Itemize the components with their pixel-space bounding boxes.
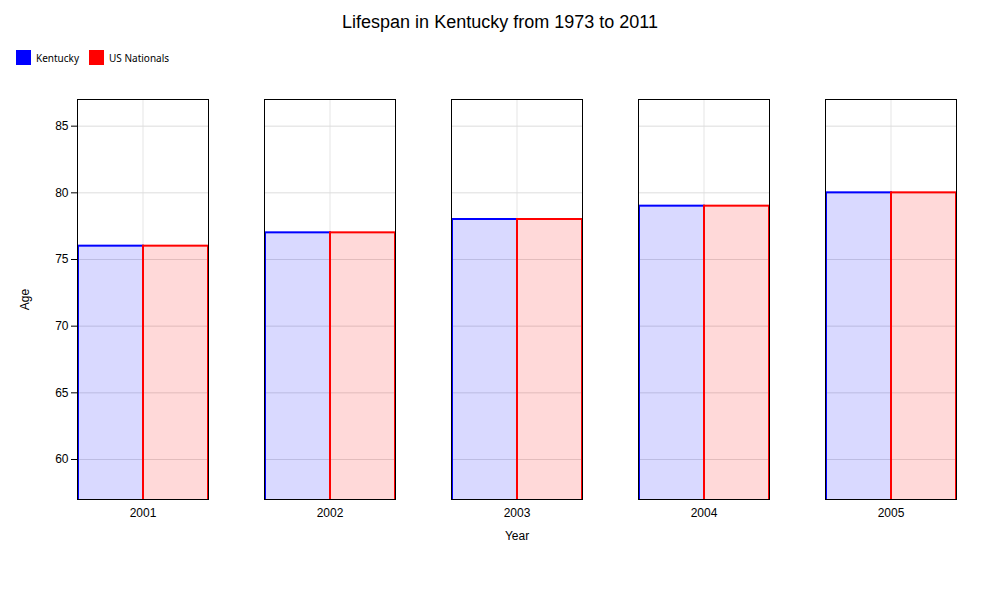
svg-text:2005: 2005 [878, 506, 905, 520]
html-text:Lifespan in Kentucky from 1973: Lifespan in Kentucky from 1973 to 2011 [342, 12, 658, 32]
svg-text:2002: 2002 [317, 506, 344, 520]
svg-text:85: 85 [55, 119, 69, 133]
svg-text:2001: 2001 [130, 506, 157, 520]
svg-text:Age: Age [18, 289, 32, 311]
svg-text:60: 60 [55, 452, 69, 466]
svg-text:Year: Year [505, 529, 529, 543]
html-text:Kentucky: Kentucky [36, 50, 79, 65]
svg-text:80: 80 [55, 186, 69, 200]
svg-text:65: 65 [55, 386, 69, 400]
html-text:US Nationals: US Nationals [109, 50, 170, 65]
svg-text:70: 70 [55, 319, 69, 333]
svg-text:2003: 2003 [504, 506, 531, 520]
svg-text:2004: 2004 [691, 506, 718, 520]
svg-text:75: 75 [55, 252, 69, 266]
